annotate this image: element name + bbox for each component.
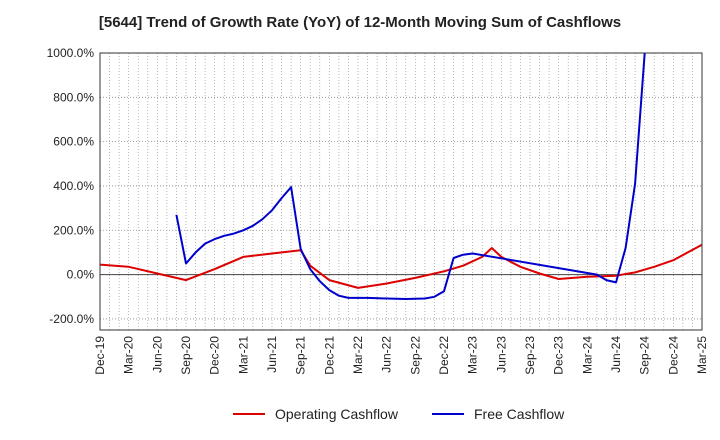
plot-background: [100, 53, 702, 330]
y-tick-label: 0.0%: [67, 268, 95, 282]
x-tick-label: Mar-23: [466, 336, 480, 374]
y-tick-label: 600.0%: [53, 135, 94, 149]
x-tick-label: Mar-21: [236, 336, 250, 374]
free-cashflow-line: [175, 53, 646, 300]
x-tick-label: Sep-24: [638, 336, 652, 375]
free-cashflow-legend-label: Free Cashflow: [474, 406, 565, 422]
plot-area: [100, 53, 702, 330]
x-tick-label: Sep-22: [408, 336, 422, 375]
y-tick-label: 200.0%: [53, 223, 94, 237]
legend: Operating Cashflow Free Cashflow: [233, 406, 565, 422]
x-tick-label: Sep-21: [294, 336, 308, 375]
x-tick-label: Mar-20: [122, 336, 136, 374]
x-tick-label: Mar-22: [351, 336, 365, 374]
x-tick-label: Jun-24: [609, 336, 623, 373]
y-tick-label: 400.0%: [53, 179, 94, 193]
operating-cashflow-legend-label: Operating Cashflow: [275, 406, 399, 422]
x-tick-label: Dec-22: [437, 336, 451, 375]
operating-cashflow-line: [100, 243, 702, 289]
x-tick-label: Jun-21: [265, 336, 279, 373]
x-tick-label: Sep-23: [523, 336, 537, 375]
y-tick-label: -200.0%: [49, 312, 94, 326]
x-tick-label: Jun-22: [380, 336, 394, 373]
x-tick-label: Dec-21: [322, 336, 336, 375]
x-tick-label: Dec-24: [666, 336, 680, 375]
x-tick-label: Jun-20: [150, 336, 164, 373]
y-tick-label: 800.0%: [53, 90, 94, 104]
axis-layer: 1000.0% 800.0% 600.0% 400.0% 200.0% 0.0% -200.…: [47, 46, 709, 375]
x-tick-label: Mar-25: [695, 336, 709, 374]
x-tick-label: Sep-20: [179, 336, 193, 375]
y-tick-label: 1000.0%: [47, 46, 95, 60]
x-tick-label: Jun-23: [494, 336, 508, 373]
x-tick-label: Mar-24: [580, 336, 594, 374]
x-tick-label: Dec-19: [93, 336, 107, 375]
series-layer: [100, 53, 702, 300]
x-tick-label: Dec-23: [552, 336, 566, 375]
chart-title: [5644] Trend of Growth Rate (YoY) of 12-…: [98, 14, 622, 31]
x-tick-label: Dec-20: [208, 336, 222, 375]
plot-frame: [99, 52, 703, 331]
